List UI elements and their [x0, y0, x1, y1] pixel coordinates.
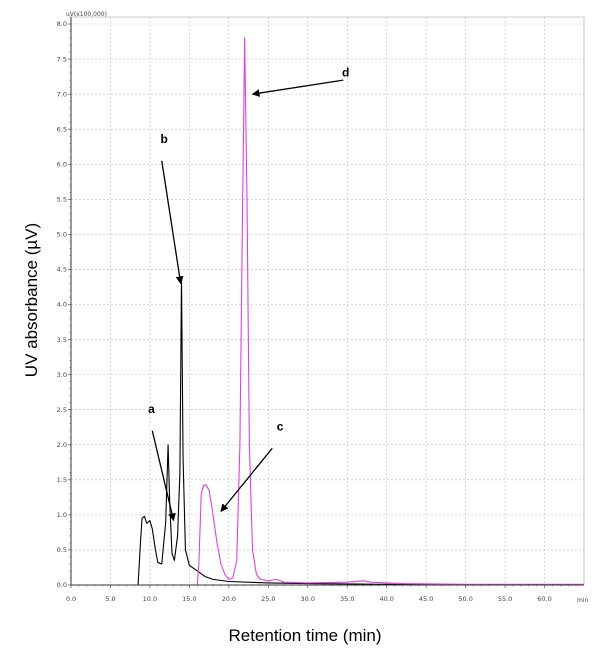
x-tick-label: 40.0: [379, 595, 393, 603]
x-tick-label: 10.0: [143, 595, 157, 603]
annotation-arrow-d: [251, 79, 344, 97]
annotation-label-c: c: [277, 420, 284, 434]
x-tick-label: 15.0: [182, 595, 196, 603]
y-tick-label: 5.5: [57, 196, 67, 204]
y-tick-label: 3.0: [57, 371, 67, 379]
x-axis-title: Retention time (min): [228, 626, 381, 645]
y-axis-title: UV absorbance (µV): [22, 223, 41, 377]
x-tick-label: 60.0: [537, 595, 551, 603]
y-tick-label: 2.0: [57, 441, 67, 449]
annotations: a b c d: [148, 66, 349, 522]
y-tick-label: 0.5: [57, 546, 67, 554]
y-tick-label: 3.5: [57, 336, 67, 344]
y-tick-label: 4.5: [57, 266, 67, 274]
x-tick-label: 35.0: [340, 595, 354, 603]
y-tick-label: 1.0: [57, 511, 67, 519]
x-unit-label: min: [577, 597, 589, 604]
x-tick-label: 50.0: [458, 595, 472, 603]
y-tick-label: 6.5: [57, 125, 67, 133]
annotation-arrow-a: [151, 430, 176, 522]
annotation-label-b: b: [160, 132, 167, 146]
x-tick-label: 20.0: [222, 595, 236, 603]
y-tick-label: 0.0: [57, 581, 67, 589]
x-tick-label: 55.0: [498, 595, 512, 603]
x-tick-label: 5.0: [105, 595, 115, 603]
y-tick-label: 2.5: [57, 406, 67, 414]
y-tick-label: 8.0: [57, 20, 67, 28]
annotation-arrow-c: [220, 447, 273, 512]
x-tick-label: 45.0: [419, 595, 433, 603]
x-tick-label: 25.0: [261, 595, 275, 603]
series-layer: [71, 37, 584, 586]
x-tick-label: 0.0: [66, 595, 76, 603]
y-tick-label: 5.0: [57, 231, 67, 239]
axes: 0.0 0.5 1.0 1.5 2.0 2.5 3.0 3.5 4.0 4.5 5.0 5.5 6.0 6…: [57, 16, 585, 603]
annotation-label-a: a: [148, 402, 155, 416]
y-tick-label: 7.0: [57, 90, 67, 98]
y-tick-label: 4.0: [57, 301, 67, 309]
grid: [71, 17, 584, 585]
annotation-label-d: d: [342, 66, 349, 80]
annotation-arrow-b: [161, 160, 184, 285]
x-tick-label: 30.0: [301, 595, 315, 603]
series-line-2: [71, 37, 584, 586]
series-line-1: [71, 275, 584, 586]
y-tick-label: 1.5: [57, 476, 67, 484]
y-tick-label: 7.5: [57, 55, 67, 63]
y-tick-label: 6.0: [57, 160, 67, 168]
y-unit-label: uV(x100,000): [66, 11, 107, 18]
